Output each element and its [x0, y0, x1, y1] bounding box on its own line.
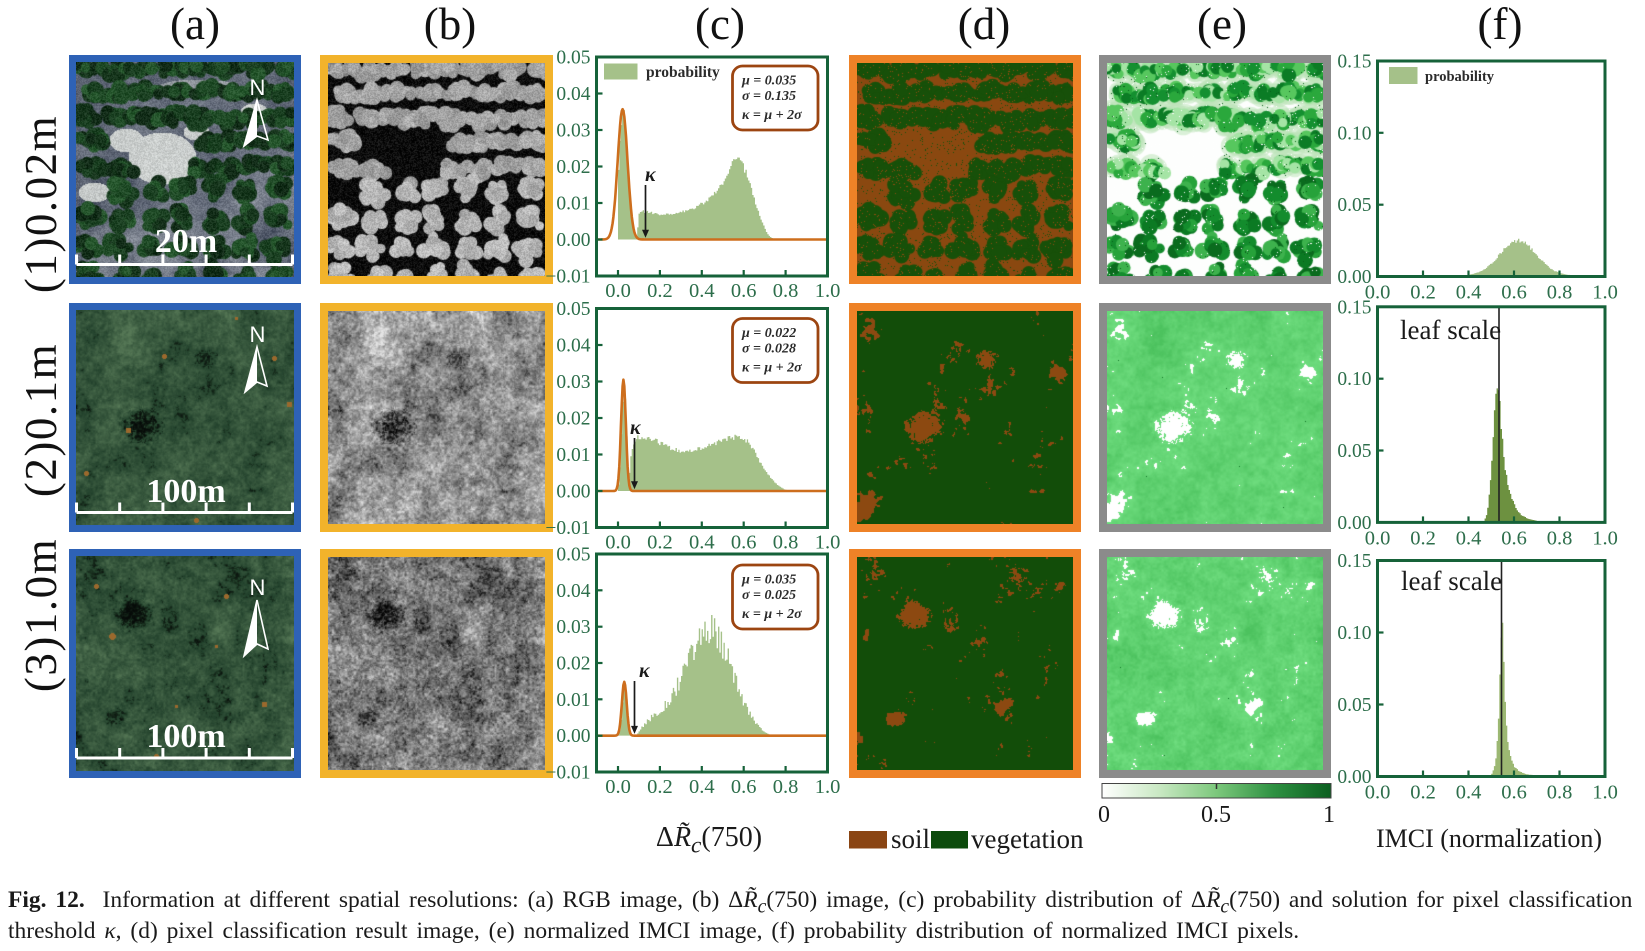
- svg-text:0.03: 0.03: [556, 372, 590, 393]
- svg-text:0.05: 0.05: [1337, 441, 1371, 462]
- svg-text:0.0: 0.0: [1365, 782, 1391, 804]
- svg-text:1.0: 1.0: [1592, 527, 1618, 549]
- svg-text:0.10: 0.10: [1337, 369, 1371, 390]
- svg-text:0.00: 0.00: [556, 482, 590, 503]
- svg-text:−0.01: −0.01: [545, 518, 590, 539]
- svg-text:probability: probability: [1425, 69, 1495, 85]
- svg-text:1.0: 1.0: [815, 776, 841, 798]
- svg-text:κ = μ + 2σ: κ = μ + 2σ: [742, 108, 802, 123]
- svg-text:leaf scale: leaf scale: [1401, 566, 1502, 596]
- svg-text:soil: soil: [891, 824, 930, 854]
- svg-text:0.6: 0.6: [1501, 282, 1527, 304]
- svg-text:0.4: 0.4: [1456, 527, 1482, 549]
- svg-text:0.05: 0.05: [556, 299, 590, 320]
- svg-text:0.6: 0.6: [731, 532, 757, 554]
- svg-text:0.10: 0.10: [1337, 623, 1371, 644]
- svg-text:1.0: 1.0: [815, 532, 841, 554]
- svg-text:σ = 0.025: σ = 0.025: [742, 588, 796, 603]
- svg-text:0.8: 0.8: [1547, 527, 1573, 549]
- svg-text:vegetation: vegetation: [971, 824, 1084, 854]
- svg-text:0.02: 0.02: [556, 654, 590, 675]
- svg-text:κ: κ: [639, 660, 650, 682]
- svg-text:0.05: 0.05: [556, 48, 590, 69]
- svg-text:0.2: 0.2: [647, 280, 673, 302]
- svg-text:0.02: 0.02: [556, 157, 590, 178]
- svg-text:0.2: 0.2: [1410, 282, 1436, 304]
- svg-text:0: 0: [1098, 802, 1110, 828]
- svg-text:0.0: 0.0: [1365, 527, 1391, 549]
- svg-text:0.4: 0.4: [1456, 782, 1482, 804]
- svg-text:1: 1: [1323, 802, 1335, 828]
- svg-text:μ = 0.022: μ = 0.022: [741, 326, 796, 341]
- svg-text:0.01: 0.01: [556, 690, 590, 711]
- svg-text:N: N: [250, 575, 266, 600]
- svg-text:0.04: 0.04: [556, 84, 590, 105]
- svg-text:probability: probability: [646, 64, 720, 81]
- svg-text:0.01: 0.01: [556, 445, 590, 466]
- svg-text:0.00: 0.00: [556, 230, 590, 251]
- svg-text:0.0: 0.0: [605, 532, 631, 554]
- svg-text:0.8: 0.8: [773, 280, 799, 302]
- svg-text:0.00: 0.00: [556, 726, 590, 747]
- svg-text:0.10: 0.10: [1337, 123, 1371, 144]
- svg-text:0.15: 0.15: [1337, 551, 1371, 572]
- svg-text:leaf scale: leaf scale: [1400, 315, 1501, 345]
- svg-text:μ = 0.035: μ = 0.035: [741, 74, 796, 89]
- svg-text:κ: κ: [645, 164, 656, 186]
- svg-text:0.00: 0.00: [1337, 267, 1371, 288]
- svg-text:0.05: 0.05: [1337, 695, 1371, 716]
- svg-text:0.8: 0.8: [1547, 782, 1573, 804]
- svg-text:0.2: 0.2: [647, 532, 673, 554]
- svg-text:0.6: 0.6: [1501, 527, 1527, 549]
- svg-text:N: N: [250, 75, 266, 100]
- svg-text:−0.01: −0.01: [545, 267, 590, 288]
- svg-text:100m: 100m: [146, 473, 225, 510]
- svg-text:0.01: 0.01: [556, 194, 590, 215]
- svg-text:0.04: 0.04: [556, 581, 590, 602]
- svg-text:−0.01: −0.01: [545, 763, 590, 784]
- svg-text:0.0: 0.0: [605, 776, 631, 798]
- svg-text:0.05: 0.05: [556, 545, 590, 566]
- svg-text:0.15: 0.15: [1337, 52, 1371, 73]
- svg-text:σ = 0.135: σ = 0.135: [742, 89, 796, 104]
- svg-text:0.03: 0.03: [556, 617, 590, 638]
- svg-text:20m: 20m: [155, 223, 217, 260]
- svg-text:0.8: 0.8: [773, 532, 799, 554]
- svg-text:σ = 0.028: σ = 0.028: [742, 342, 796, 357]
- svg-text:100m: 100m: [146, 718, 225, 755]
- svg-text:1.0: 1.0: [1592, 282, 1618, 304]
- svg-text:0.5: 0.5: [1201, 802, 1231, 828]
- svg-text:0.6: 0.6: [1501, 782, 1527, 804]
- svg-text:0.2: 0.2: [647, 776, 673, 798]
- svg-text:κ: κ: [630, 417, 641, 439]
- svg-text:0.2: 0.2: [1410, 782, 1436, 804]
- svg-text:0.4: 0.4: [1456, 282, 1482, 304]
- svg-text:0.03: 0.03: [556, 121, 590, 142]
- svg-text:0.05: 0.05: [1337, 195, 1371, 216]
- svg-text:0.00: 0.00: [1337, 513, 1371, 534]
- svg-text:0.04: 0.04: [556, 336, 590, 357]
- svg-text:0.0: 0.0: [605, 280, 631, 302]
- svg-text:1.0: 1.0: [1592, 782, 1618, 804]
- svg-text:0.4: 0.4: [689, 280, 715, 302]
- svg-text:0.4: 0.4: [689, 532, 715, 554]
- svg-text:0.0: 0.0: [1365, 282, 1391, 304]
- svg-text:0.00: 0.00: [1337, 767, 1371, 788]
- svg-text:0.6: 0.6: [731, 776, 757, 798]
- svg-text:0.02: 0.02: [556, 409, 590, 430]
- svg-text:0.4: 0.4: [689, 776, 715, 798]
- svg-text:κ = μ + 2σ: κ = μ + 2σ: [742, 361, 802, 376]
- svg-text:μ = 0.035: μ = 0.035: [741, 573, 796, 588]
- svg-text:0.8: 0.8: [1547, 282, 1573, 304]
- svg-text:0.6: 0.6: [731, 280, 757, 302]
- svg-text:0.8: 0.8: [773, 776, 799, 798]
- svg-text:1.0: 1.0: [815, 280, 841, 302]
- svg-text:0.2: 0.2: [1410, 527, 1436, 549]
- svg-text:κ = μ + 2σ: κ = μ + 2σ: [742, 607, 802, 622]
- svg-text:N: N: [250, 322, 266, 347]
- svg-text:0.15: 0.15: [1337, 297, 1371, 318]
